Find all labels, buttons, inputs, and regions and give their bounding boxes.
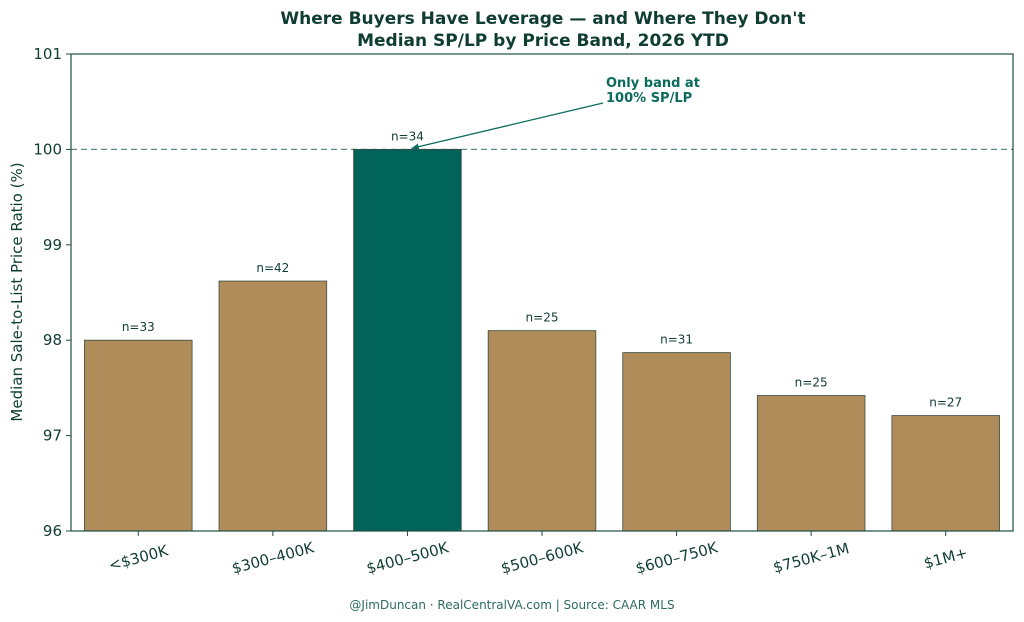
x-tick-label: $400–500K: [364, 538, 451, 577]
plot-frame: [70, 53, 1014, 532]
x-tick-label: <$300K: [107, 541, 171, 574]
bar-4: [487, 330, 597, 532]
annotation-arrowhead: [411, 143, 420, 150]
count-label: n=34: [391, 129, 424, 143]
plot-area: n=33 <$300K n=42 $300–400K n=34 $400–500K n=25…: [33, 45, 1014, 578]
count-label: n=31: [660, 333, 693, 347]
chart-subtitle: Median SP/LP by Price Band, 2026 YTD: [357, 31, 729, 51]
x-tick-label: $300–400K: [230, 538, 317, 577]
x-tick-label: $1M+: [922, 544, 970, 573]
count-label: n=25: [795, 376, 828, 390]
y-tick-label: 101: [33, 45, 62, 63]
x-tick-label: $500–600K: [499, 538, 586, 577]
count-label: n=27: [929, 396, 962, 410]
y-tick-label: 98: [43, 331, 62, 349]
y-tick-label: 99: [43, 236, 62, 254]
count-label: n=25: [526, 311, 559, 325]
bar-7: [891, 415, 1000, 532]
bar-1: [84, 339, 193, 532]
y-tick-label: 96: [43, 522, 62, 540]
count-label: n=33: [122, 320, 155, 334]
bar-6: [756, 395, 866, 532]
bar-5: [622, 352, 731, 532]
count-label: n=42: [256, 261, 289, 275]
annotation-text: Only band at: [606, 76, 700, 91]
annotation-arrow: [411, 102, 604, 150]
y-tick-label: 100: [33, 140, 62, 158]
x-tick-label: $600–750K: [634, 538, 721, 577]
y-tick-label: 97: [43, 427, 62, 445]
annotation-text: 100% SP/LP: [606, 91, 692, 106]
source-footer: @JimDuncan · RealCentralVA.com | Source:…: [349, 598, 674, 612]
x-tick-label: $750K–1M: [771, 539, 851, 577]
chart-title: Where Buyers Have Leverage — and Where T…: [280, 9, 805, 29]
y-axis-label: Median Sale-to-List Price Ratio (%): [8, 162, 26, 421]
bar-3: [353, 148, 462, 532]
bar-2: [218, 280, 328, 532]
